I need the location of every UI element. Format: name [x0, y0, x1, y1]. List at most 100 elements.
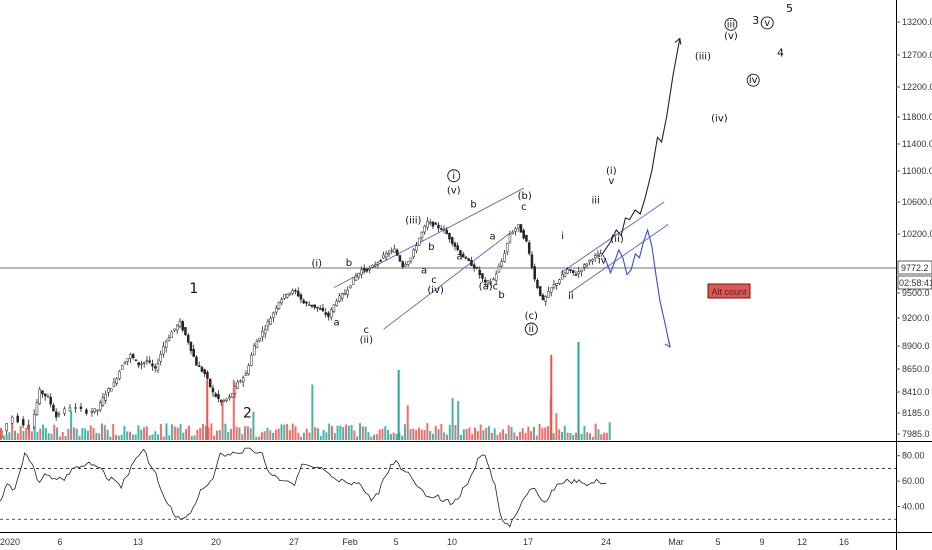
volume-bar — [409, 429, 412, 440]
volume-bar — [510, 426, 513, 440]
candle-body — [500, 261, 503, 267]
candle-body — [442, 228, 446, 231]
wave-circle — [760, 16, 774, 30]
volume-bar — [123, 425, 126, 440]
wave-label: 2 — [243, 406, 252, 422]
candle-body — [335, 300, 338, 306]
volume-bar — [140, 429, 143, 440]
time-tick-label: 16 — [839, 537, 849, 547]
volume-bar — [129, 431, 132, 440]
candle-body — [280, 299, 283, 304]
volume-bar — [100, 423, 103, 440]
volume-bar — [364, 426, 367, 440]
volume-bar — [314, 427, 317, 440]
price-tick-label: 12700.0 — [902, 50, 932, 60]
candle-body — [236, 381, 239, 389]
volume-spike — [397, 370, 400, 440]
volume-bar — [50, 433, 53, 440]
volume-bar — [330, 425, 333, 440]
candle-body — [351, 277, 355, 285]
candle-body — [159, 354, 162, 362]
volume-bar — [207, 427, 210, 440]
volume-bar — [274, 429, 277, 440]
volume-bar — [546, 426, 549, 440]
candle-body — [126, 358, 129, 362]
trend-channel-lower — [383, 232, 511, 330]
candle-body — [115, 378, 118, 384]
time-tick-label: 17 — [523, 537, 533, 547]
candle-body — [85, 409, 88, 414]
wave-label: i — [561, 231, 564, 242]
volume-bar — [64, 436, 67, 440]
volume-spike — [550, 355, 553, 440]
volume-bar — [227, 431, 230, 440]
volume-bar — [387, 429, 390, 440]
time-tick-label: Feb — [342, 537, 358, 547]
volume-bar — [185, 429, 188, 440]
price-tick-label: 11400.0 — [902, 139, 932, 149]
volume-bar — [563, 425, 566, 440]
candle-body — [547, 290, 550, 298]
candle-body — [417, 237, 421, 246]
volume-bar — [5, 434, 8, 440]
volume-bar — [179, 424, 182, 440]
volume-bar — [162, 436, 165, 440]
candle-body — [332, 304, 336, 312]
candle-body — [104, 393, 107, 401]
wave-label: b — [346, 258, 352, 269]
volume-bar — [36, 431, 39, 440]
wave-label: 3 — [752, 14, 759, 27]
candle-body — [109, 388, 113, 392]
candle-body — [343, 293, 347, 296]
price-tick-label: 8900.0 — [902, 341, 930, 351]
volume-bar — [302, 432, 305, 440]
volume-bar — [561, 432, 563, 440]
volume-bar — [115, 434, 118, 440]
candle-body — [98, 402, 102, 411]
candle-body — [327, 312, 330, 317]
volume-bar — [44, 428, 47, 440]
candle-body — [426, 220, 429, 228]
candle-body — [497, 266, 501, 273]
volume-bar — [171, 424, 174, 440]
wave-label: c — [364, 325, 370, 336]
volume-bar — [597, 429, 600, 440]
candle-body — [585, 263, 589, 267]
volume-bar — [605, 432, 608, 440]
candle-body — [448, 233, 451, 240]
volume-bar — [176, 427, 179, 440]
candle-body — [379, 260, 382, 262]
price-tick-label: 11800.0 — [902, 112, 932, 122]
volume-bar — [580, 433, 583, 440]
wave-label: a — [489, 232, 495, 243]
candle-body — [288, 292, 292, 295]
candle-body — [170, 331, 173, 339]
volume-bar — [328, 423, 331, 440]
candle-body — [178, 320, 182, 327]
time-tick-label: 24 — [601, 537, 611, 547]
volume-bar — [493, 428, 496, 440]
wave-label: (v) — [724, 31, 738, 42]
volume-bar — [8, 432, 11, 440]
price-tick-label: 8185.0 — [902, 408, 930, 418]
wave-label: (c) — [525, 311, 538, 322]
volume-bar — [221, 400, 224, 440]
candle-body — [153, 366, 157, 369]
volume-bar — [566, 432, 569, 440]
volume-bar — [165, 423, 168, 440]
candle-body — [340, 293, 344, 299]
candle-body — [401, 261, 404, 268]
candle-body — [318, 308, 322, 310]
volume-bar — [199, 428, 202, 440]
volume-bar — [342, 427, 345, 440]
volume-bar — [33, 426, 36, 440]
volume-bar — [67, 428, 70, 440]
candle-body — [382, 254, 385, 259]
volume-bar — [258, 436, 261, 440]
volume-bar — [286, 423, 289, 440]
wave-label: (iii) — [695, 51, 711, 62]
volume-bar — [95, 432, 98, 440]
volume-bar — [361, 426, 364, 440]
candle-body — [475, 267, 479, 269]
